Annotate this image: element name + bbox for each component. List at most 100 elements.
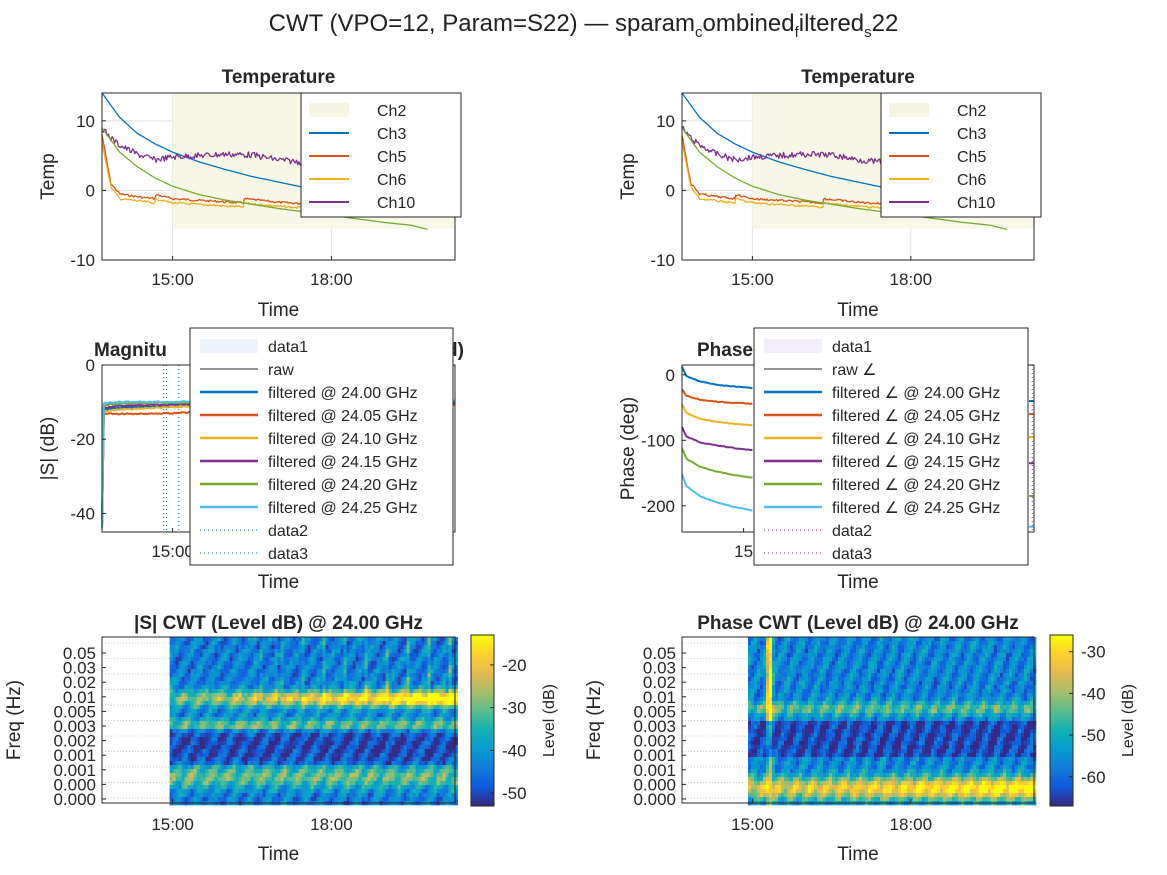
- legend: data1 raw filtered @ 24.00 GHz filtered @ 2…: [189, 327, 454, 566]
- x-axis-label: Time: [837, 572, 879, 593]
- legend-label: data2: [268, 523, 308, 540]
- legend-label: Ch10: [957, 195, 995, 212]
- legend-box: [189, 327, 454, 566]
- y-axis-label: Temp: [38, 153, 59, 199]
- colorbar-tick-label: -40: [1081, 684, 1106, 703]
- y-tick-label: 0.000: [53, 775, 96, 794]
- y-tick-label: 0.001: [633, 746, 676, 765]
- y-tick-label: 0.05: [643, 644, 676, 663]
- x-tick-label: 15:00: [151, 815, 194, 834]
- y-tick-label: 0: [86, 181, 95, 200]
- y-tick-label: 0.001: [53, 761, 96, 780]
- colorbar-frame: [1049, 634, 1074, 807]
- legend-swatch-ch2: [889, 103, 929, 117]
- y-tick-label: 0.000: [633, 790, 676, 809]
- colorbar-tick-label: -20: [502, 656, 527, 675]
- x-tick-label: 18:00: [890, 270, 933, 289]
- x-tick-label: 15:00: [151, 270, 194, 289]
- y-tick-label: 0.01: [643, 688, 676, 707]
- y-tick-label: 0.02: [63, 673, 96, 692]
- legend-label: data3: [268, 546, 308, 563]
- legend: Ch2 Ch3 Ch5 Ch6 Ch10: [300, 92, 462, 218]
- x-axis-label: Time: [837, 844, 879, 865]
- y-tick-label: 0.03: [643, 659, 676, 678]
- legend-label: filtered @ 24.15 GHz: [268, 454, 418, 471]
- axes-frame: [681, 636, 1035, 804]
- y-tick-label: 0.003: [53, 717, 96, 736]
- legend-label: data1: [268, 339, 308, 356]
- colorbar-tick-label: -60: [1081, 768, 1106, 787]
- x-axis-label: Time: [258, 300, 300, 321]
- legend-label: Ch2: [377, 103, 406, 120]
- colorbar: -30 -40 -50 -60 Level (dB): [1049, 634, 1137, 807]
- x-tick-label: 18:00: [890, 815, 933, 834]
- series-unlabeled: [681, 127, 1007, 231]
- y-axis-label: Freq (Hz): [584, 680, 605, 760]
- chart-title: Magnitu: [94, 340, 167, 361]
- series-unlabeled: [101, 127, 428, 231]
- series-filtered-24-15-ghz: [681, 426, 753, 452]
- y-tick-label: 0.01: [63, 688, 96, 707]
- y-tick-label: 0.03: [63, 659, 96, 678]
- y-tick-label: 0.001: [633, 761, 676, 780]
- legend-label: filtered ∠ @ 24.15 GHz: [832, 454, 1000, 471]
- x-tick-label: 18:00: [310, 270, 353, 289]
- legend-label: data3: [832, 546, 872, 563]
- figure-title: CWT (VPO=12, Param=S22) — sparamcombined…: [268, 10, 899, 41]
- legend-label: filtered ∠ @ 24.10 GHz: [832, 431, 1000, 448]
- series-filtered-24-10-ghz: [681, 403, 753, 427]
- legend-label: Ch5: [957, 149, 986, 166]
- colorbar: -20 -30 -40 -50 Level (dB): [470, 634, 558, 807]
- legend-label: Ch2: [957, 103, 986, 120]
- chart-title: Phase CWT (Level dB) @ 24.00 GHz: [697, 613, 1019, 634]
- legend-swatch-data1: [764, 339, 822, 353]
- y-tick-label: 0.000: [53, 790, 96, 809]
- x-tick-label: 15: [734, 542, 753, 561]
- colorbar-label: Level (dB): [541, 684, 558, 757]
- legend-label: data1: [832, 339, 872, 356]
- chart-title: Temperature: [801, 67, 915, 88]
- y-tick-label: -100: [641, 431, 675, 450]
- y-tick-label: 0.001: [53, 746, 96, 765]
- colorbar-tick-label: -30: [1081, 643, 1106, 662]
- legend-label: filtered @ 24.10 GHz: [268, 431, 418, 448]
- y-tick-label: 0.003: [633, 717, 676, 736]
- legend-label: filtered ∠ @ 24.25 GHz: [832, 500, 1000, 517]
- y-tick-label: -200: [641, 497, 675, 516]
- series-filtered-24-00-ghz: [681, 366, 753, 390]
- y-tick-label: -40: [70, 504, 95, 523]
- chart-title: |S| CWT (Level dB) @ 24.00 GHz: [134, 613, 423, 634]
- legend-label: filtered @ 24.25 GHz: [268, 500, 418, 517]
- y-tick-label: -20: [70, 430, 95, 449]
- y-tick-label: 0.05: [63, 644, 96, 663]
- x-axis-label: Time: [837, 300, 879, 321]
- legend-swatch-ch2: [309, 103, 349, 117]
- legend-label: filtered ∠ @ 24.20 GHz: [832, 477, 1000, 494]
- legend-label: Ch3: [377, 126, 406, 143]
- axes-frame: [101, 636, 456, 804]
- legend-label: Ch10: [377, 195, 415, 212]
- y-tick-label: 0.002: [633, 732, 676, 751]
- legend: data1 raw ∠ filtered ∠ @ 24.00 GHz filtered…: [753, 327, 1029, 566]
- legend-swatch-data1: [200, 339, 258, 353]
- colorbar-tick-label: -30: [502, 699, 527, 718]
- heatmap-cells: [169, 637, 458, 806]
- legend-label: filtered @ 24.20 GHz: [268, 477, 418, 494]
- y-tick-label: 0: [666, 366, 675, 385]
- y-tick-label: 0.002: [53, 732, 96, 751]
- x-axis-label: Time: [258, 572, 300, 593]
- legend: Ch2 Ch3 Ch5 Ch6 Ch10: [880, 92, 1042, 218]
- chart-cwt_phase: Phase CWT (Level dB) @ 24.00 GHz 0.050.03…: [584, 613, 1137, 865]
- legend-label: raw ∠: [832, 362, 877, 379]
- legend-label: filtered @ 24.00 GHz: [268, 385, 418, 402]
- y-tick-label: -10: [70, 251, 95, 270]
- series-filtered-24-25-ghz: [681, 473, 753, 512]
- colorbar-tick-label: -40: [502, 741, 527, 760]
- chart-title: Temperature: [222, 67, 336, 88]
- y-tick-label: -10: [650, 251, 675, 270]
